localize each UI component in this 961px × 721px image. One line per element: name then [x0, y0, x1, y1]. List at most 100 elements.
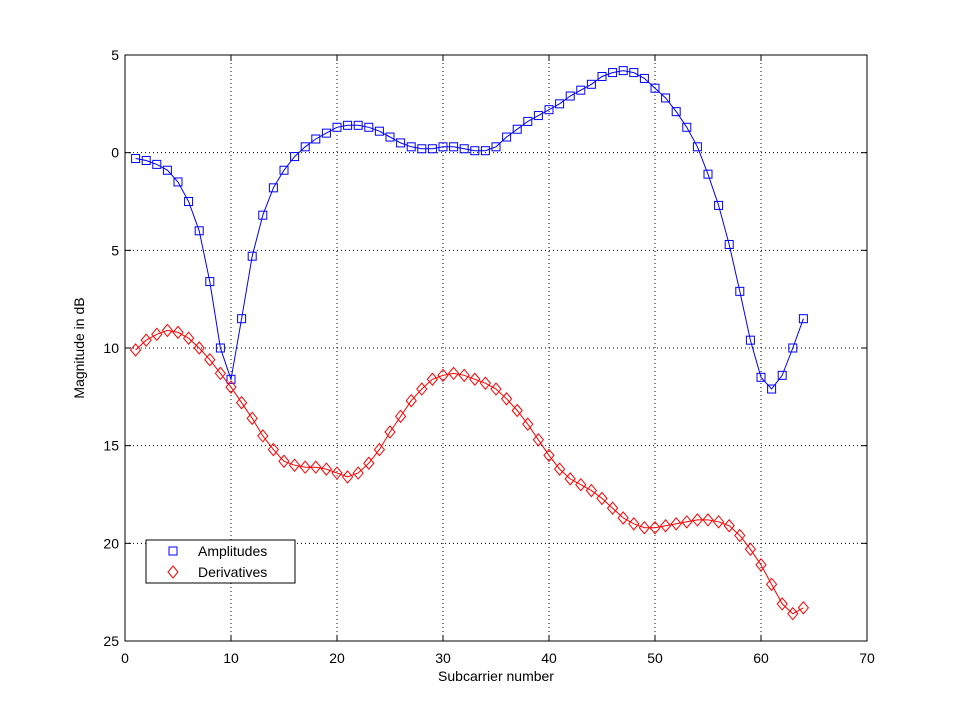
amplitudes-point	[184, 197, 194, 206]
legend-label-derivatives: Derivatives	[198, 564, 267, 580]
derivatives-point	[299, 460, 311, 474]
derivatives-point	[214, 366, 227, 381]
derivatives-point	[384, 425, 396, 439]
amplitudes-point	[449, 142, 459, 152]
derivatives-point	[257, 429, 269, 443]
amplitudes-point	[523, 116, 533, 126]
y-tick-label: 25	[103, 633, 119, 649]
derivatives-point	[458, 368, 470, 383]
derivatives-point	[522, 417, 534, 431]
x-tick-label: 10	[223, 650, 239, 666]
amplitudes-point	[162, 165, 172, 175]
derivatives-point	[511, 403, 523, 418]
amplitudes-point	[724, 239, 734, 249]
amplitudes-point	[544, 105, 554, 115]
derivatives-point	[797, 601, 810, 615]
derivatives-point	[585, 483, 598, 498]
derivatives-point	[490, 382, 502, 396]
amplitudes-point	[777, 370, 787, 380]
derivatives-point	[310, 460, 322, 474]
derivatives-point	[479, 376, 492, 390]
y-tick-label: 15	[103, 438, 119, 454]
amplitudes-point	[152, 159, 162, 169]
amplitudes-point	[502, 132, 512, 142]
derivatives-point	[161, 323, 174, 338]
legend: Amplitudes Derivatives	[145, 539, 296, 584]
amplitudes-point	[300, 142, 310, 152]
y-tick-label: 5	[111, 242, 119, 258]
derivatives-point	[628, 517, 640, 531]
amplitudes-point	[364, 122, 374, 132]
derivatives-point	[638, 520, 651, 535]
amplitudes-point	[533, 111, 543, 121]
derivatives-point	[564, 472, 576, 486]
amplitudes-point	[438, 142, 448, 152]
amplitudes-point	[417, 144, 427, 154]
derivatives-point	[246, 411, 258, 426]
derivatives-point	[437, 368, 449, 383]
amplitudes-point	[491, 142, 501, 152]
series-derivatives	[129, 323, 810, 621]
derivatives-point	[235, 395, 248, 410]
derivatives-point	[553, 462, 566, 476]
derivatives-point	[394, 409, 407, 424]
amplitudes-point	[194, 226, 204, 236]
amplitudes-point	[406, 142, 416, 152]
amplitudes-point	[311, 134, 321, 144]
derivatives-point	[341, 470, 354, 484]
amplitudes-point	[618, 66, 628, 76]
derivatives-point	[617, 511, 629, 525]
derivatives-point	[532, 433, 545, 447]
amplitudes-point	[788, 343, 798, 353]
derivatives-point	[363, 456, 375, 471]
derivatives-point	[288, 458, 301, 472]
derivatives-point	[712, 515, 725, 529]
amplitudes-point	[639, 73, 649, 83]
amplitudes-point	[756, 372, 766, 382]
x-axis-label: Subcarrier number	[438, 668, 554, 684]
legend-label-amplitudes: Amplitudes	[198, 543, 267, 559]
amplitudes-point	[745, 335, 755, 345]
amplitudes-point	[682, 122, 692, 132]
legend-marker-derivatives	[167, 565, 179, 579]
legend-marker-amplitudes	[168, 546, 178, 556]
derivatives-point	[765, 577, 778, 592]
derivatives-point	[670, 517, 682, 531]
amplitudes-point	[353, 120, 363, 130]
derivatives-point	[320, 462, 333, 476]
derivatives-point	[182, 331, 195, 346]
derivatives-point	[129, 343, 142, 357]
amplitudes-point	[586, 79, 596, 89]
derivatives-point	[606, 501, 619, 515]
amplitudes-point	[205, 277, 215, 287]
derivatives-point	[172, 325, 184, 340]
derivatives-point	[416, 382, 428, 396]
derivatives-point	[204, 352, 216, 367]
x-tick-label: 30	[435, 650, 451, 666]
amplitudes-point	[692, 142, 702, 152]
derivatives-point	[734, 528, 746, 543]
x-tick-label: 60	[753, 650, 769, 666]
y-tick-label: 20	[103, 535, 119, 551]
amplitudes-point	[565, 91, 575, 101]
amplitudes-point	[141, 155, 151, 165]
amplitudes-line	[135, 70, 804, 390]
amplitudes-point	[714, 200, 724, 210]
amplitudes-point	[396, 138, 406, 148]
y-tick-label: 5	[111, 47, 119, 63]
y-axis-label: Magnitude in dB	[71, 297, 87, 398]
amplitudes-point	[321, 128, 331, 138]
amplitudes-point	[385, 132, 395, 142]
derivatives-point	[744, 542, 757, 556]
amplitudes-point	[671, 107, 681, 117]
derivatives-point	[225, 380, 237, 394]
amplitudes-point	[215, 343, 225, 353]
derivatives-point	[596, 491, 608, 506]
derivatives-point	[691, 513, 704, 527]
x-tick-label: 20	[329, 650, 345, 666]
derivatives-point	[278, 454, 290, 469]
derivatives-line	[135, 329, 804, 615]
derivatives-point	[140, 333, 152, 347]
series-amplitudes	[131, 66, 808, 394]
